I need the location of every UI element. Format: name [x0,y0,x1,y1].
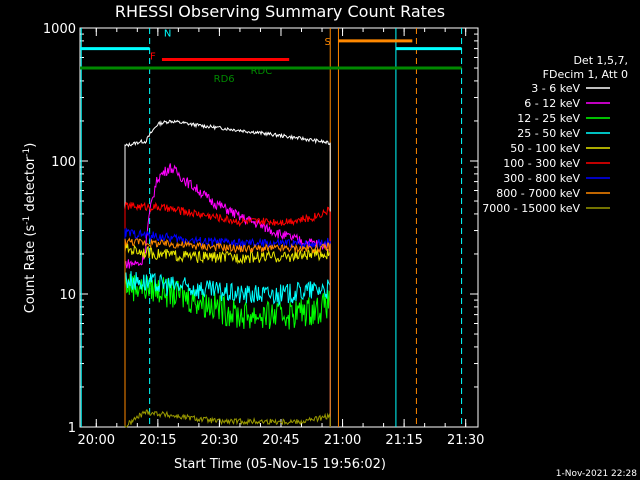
legend-entry-label: 100 - 300 keV [503,157,580,170]
y-axis-label-close: ) [23,143,38,148]
state-bars: NF RD6 RDC S [80,29,462,85]
x-tick-label: 20:30 [201,433,238,448]
legend-entry-label: 12 - 25 keV [517,112,580,125]
x-tick-label: 20:00 [78,433,115,448]
state-bar-label: RD6 [214,74,235,85]
legend-entry-label: 25 - 50 keV [517,127,580,140]
x-axis-label: Start Time (05-Nov-15 19:56:02) [174,457,386,472]
legend-entry-label: 7000 - 15000 keV [482,202,580,215]
footer-timestamp: 1-Nov-2021 22:28 [556,469,638,479]
chart-title: RHESSI Observing Summary Count Rates [115,2,445,21]
series-line [124,201,331,427]
state-bar-label: S [324,37,330,48]
y-tick-label: 10 [59,288,76,303]
x-tick-label: 20:15 [139,433,176,448]
y-axis-label-sup: -1 [22,216,32,225]
legend-entry-label: 50 - 100 keV [510,142,580,155]
x-tick-label: 21:15 [385,433,422,448]
state-bar-label: N [164,29,171,40]
series-line [124,119,331,427]
vertical-markers [80,28,463,427]
series-line [124,163,331,427]
series-line [124,409,331,428]
state-bar-label: RDC [251,66,273,77]
data-series [124,119,331,428]
y-axis-label-tail: detector [23,156,38,216]
series-line [124,243,331,427]
y-axis-label-sup2: -1 [22,148,32,157]
x-tick-label: 21:30 [447,433,484,448]
legend-header: Det 1,5,7, [573,54,628,67]
plot-frame [79,27,479,428]
y-axis-label: Count Rate (s-1 detector-1) [22,143,38,314]
legend-entry-label: 6 - 12 keV [524,97,580,110]
y-tick-label: 1 [68,421,76,436]
legend-header: FDecim 1, Att 0 [543,68,628,81]
legend-entry-label: 3 - 6 keV [531,82,580,95]
x-tick-label: 20:45 [262,433,299,448]
series-line [124,271,331,427]
plot-area [79,27,479,428]
series-line [124,227,331,427]
series-line [124,237,331,427]
y-tick-label: 1000 [43,22,76,37]
legend: Det 1,5,7,FDecim 1, Att 03 - 6 keV 6 - 12… [482,54,628,215]
legend-entry-label: 800 - 7000 keV [496,187,580,200]
legend-entry-label: 300 - 800 keV [503,172,580,185]
y-axis-label-main: Count Rate (s [23,225,38,314]
axis-ticks: 20:00 20:15 20:30 20:45 21:00 21:15 21:30 1 10 10… [43,22,485,448]
x-tick-label: 21:00 [324,433,361,448]
y-tick-label: 100 [51,155,76,170]
state-bar-label: F [150,51,156,62]
